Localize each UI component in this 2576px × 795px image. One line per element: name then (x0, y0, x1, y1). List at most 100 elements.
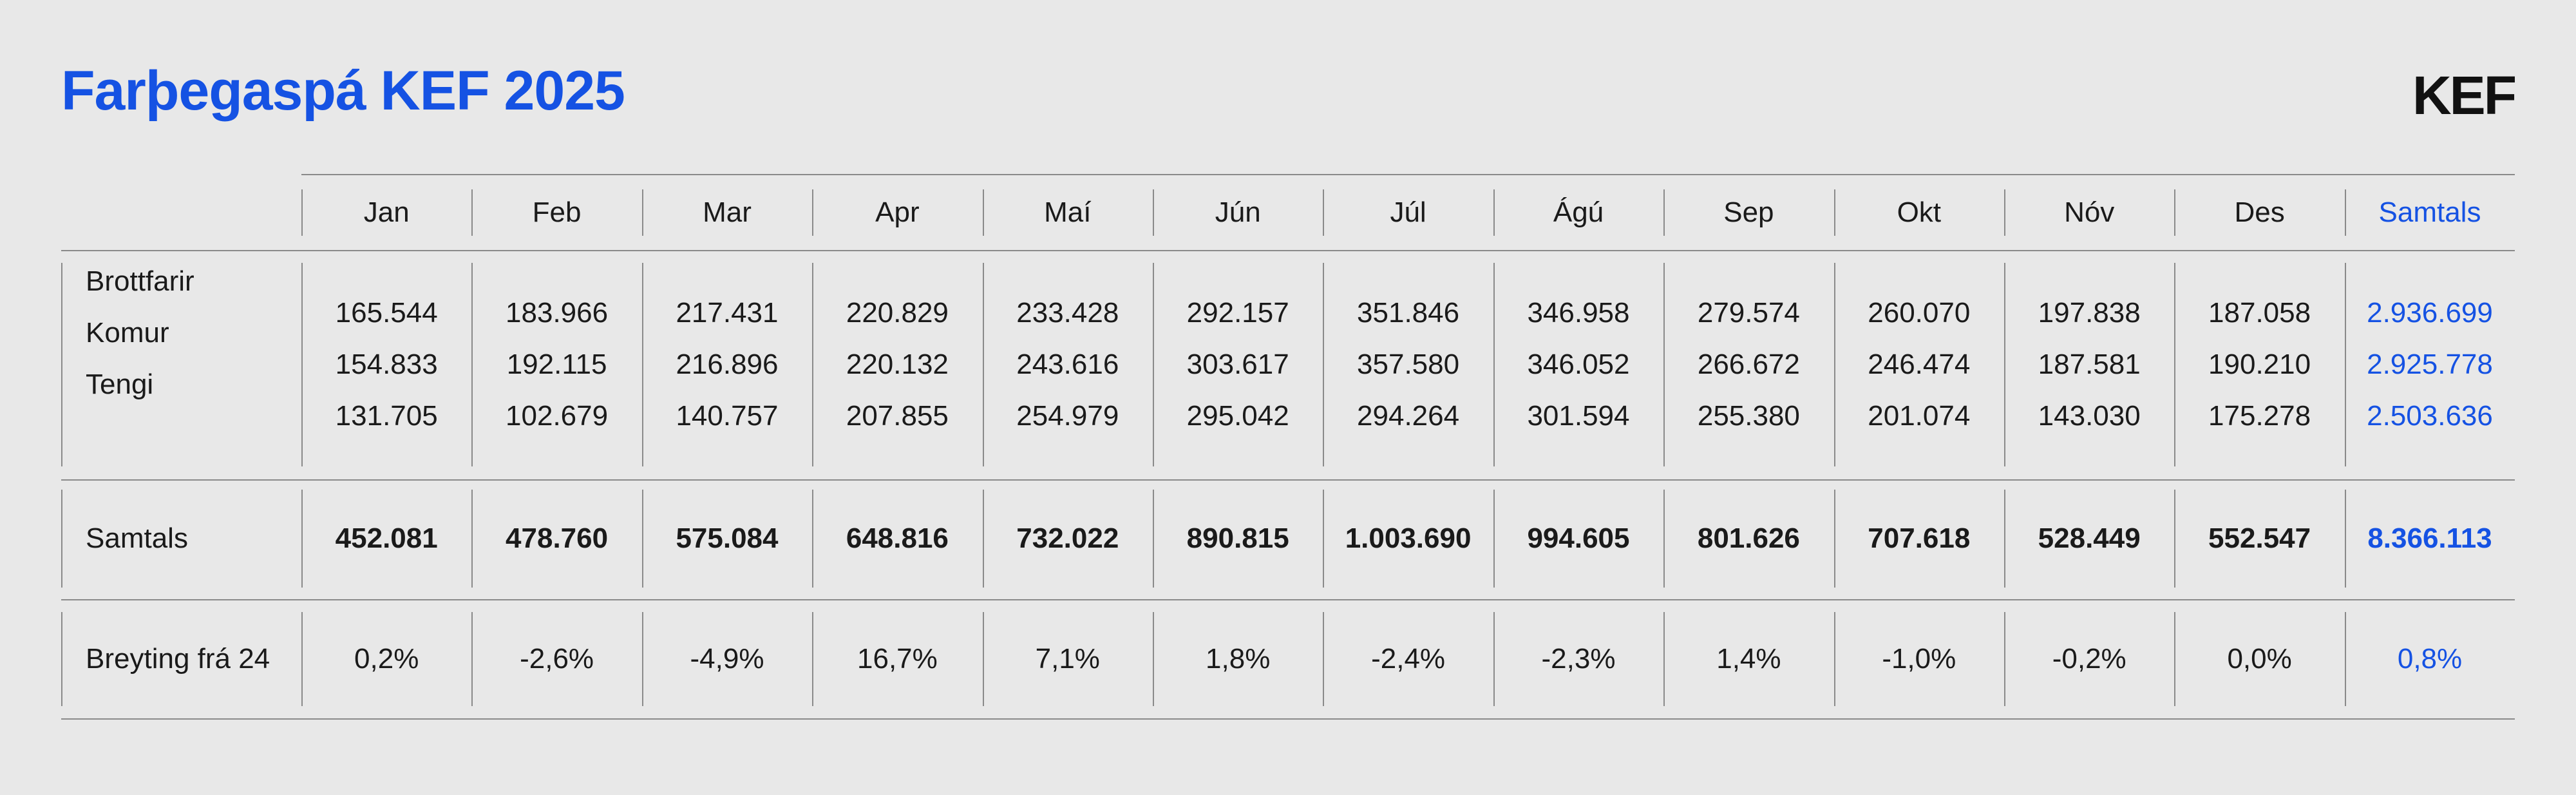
column-separator (2344, 612, 2346, 706)
column-separator (2344, 263, 2346, 466)
samtals-value: 801.626 (1697, 522, 1800, 554)
column-separator (1663, 490, 1665, 588)
column-separator (1323, 490, 1325, 588)
column-separator (1493, 263, 1495, 466)
column-separator (2174, 263, 2176, 466)
month-header: Jan (363, 196, 410, 228)
column-separator (1833, 612, 1835, 706)
column-separator (1323, 612, 1325, 706)
value-cell: 140.757 (676, 400, 779, 432)
value-cell: 279.574 (1697, 297, 1800, 329)
value-cell: 357.580 (1357, 349, 1460, 380)
breyting-value: -2,4% (1371, 643, 1446, 675)
value-cell: 220.132 (846, 349, 949, 380)
month-values: 183.966 192.115 102.679 (471, 263, 641, 466)
month-values: 292.157 303.617 295.042 (1153, 263, 1323, 466)
breyting-value: -1,0% (1882, 643, 1956, 675)
row-labels: Brottfarir Komur Tengi (61, 263, 326, 466)
column-separator (471, 490, 473, 588)
value-cell: 201.074 (1868, 400, 1971, 432)
month-header: Sep (1723, 196, 1774, 228)
column-separator (812, 490, 814, 588)
month-header: Okt (1897, 196, 1942, 228)
month-values: 220.829 220.132 207.855 (812, 263, 982, 466)
column-separator (2004, 612, 2005, 706)
breyting-value: 16,7% (857, 643, 938, 675)
samtals-value: 552.547 (2208, 522, 2311, 554)
value-cell: 254.979 (1016, 400, 1119, 432)
value-cell: 183.966 (506, 297, 609, 329)
samtals-bottom-rule (61, 599, 2515, 600)
month-values: 279.574 266.672 255.380 (1663, 263, 1833, 466)
value-cell: 192.115 (506, 349, 607, 380)
samtals-value: 994.605 (1527, 522, 1630, 554)
header-bottom-rule (61, 250, 2515, 251)
column-separator (2344, 189, 2346, 236)
month-header: Nóv (2064, 196, 2115, 228)
page-title: Farþegaspá KEF 2025 (61, 60, 625, 122)
row-separator (61, 612, 62, 706)
value-cell: 292.157 (1186, 297, 1289, 329)
month-header: Júl (1390, 196, 1426, 228)
column-separator (1493, 490, 1495, 588)
breyting-value: 1,4% (1716, 643, 1781, 675)
value-cell: 303.617 (1186, 349, 1289, 380)
column-separator (471, 612, 473, 706)
column-separator (1663, 612, 1665, 706)
column-separator (301, 612, 303, 706)
column-separator (471, 189, 473, 236)
value-cell: 301.594 (1527, 400, 1630, 432)
value-cell: 266.672 (1697, 349, 1800, 380)
column-separator (641, 263, 643, 466)
month-values: 233.428 243.616 254.979 (983, 263, 1153, 466)
month-header: Apr (875, 196, 920, 228)
value-cell: 255.380 (1697, 400, 1800, 432)
value-cell: 197.838 (2038, 297, 2141, 329)
samtals-value: 528.449 (2038, 522, 2141, 554)
header-top-rule (301, 174, 2515, 175)
column-separator (1153, 189, 1154, 236)
column-separator (1663, 189, 1665, 236)
total-cell: 2.925.778 (2367, 349, 2493, 380)
samtals-value: 478.760 (506, 522, 609, 554)
column-separator (982, 612, 984, 706)
column-separator (641, 612, 643, 706)
value-cell: 233.428 (1016, 297, 1119, 329)
month-values: 187.058 190.210 175.278 (2174, 263, 2344, 466)
column-separator (1833, 189, 1835, 236)
column-separator (1323, 189, 1325, 236)
row-totals: 2.936.699 2.925.778 2.503.636 (2345, 263, 2515, 466)
samtals-value: 648.816 (846, 522, 949, 554)
row-label: Brottfarir (86, 265, 194, 297)
breyting-value: 0,2% (354, 643, 419, 675)
column-separator (982, 189, 984, 236)
column-separator (1833, 263, 1835, 466)
month-values: 197.838 187.581 143.030 (2004, 263, 2174, 466)
breyting-value: -4,9% (690, 643, 764, 675)
kef-logo: KEF (2412, 65, 2517, 126)
value-cell: 187.581 (2038, 349, 2141, 380)
column-separator (2174, 189, 2176, 236)
value-cell: 351.846 (1357, 297, 1460, 329)
value-cell: 346.052 (1527, 349, 1630, 380)
breyting-value: -0,2% (2052, 643, 2126, 675)
month-header: Jún (1215, 196, 1261, 228)
column-separator (301, 189, 303, 236)
total-cell: 2.503.636 (2367, 400, 2493, 432)
samtals-value: 575.084 (676, 522, 779, 554)
value-cell: 295.042 (1186, 400, 1289, 432)
month-header: Des (2234, 196, 2285, 228)
column-separator (1153, 612, 1154, 706)
column-separator (301, 263, 303, 466)
samtals-value: 1.003.690 (1345, 522, 1472, 554)
column-separator (1323, 263, 1325, 466)
month-header: Ágú (1553, 196, 1604, 228)
row-separator (61, 490, 62, 588)
month-values: 351.846 357.580 294.264 (1323, 263, 1493, 466)
column-separator (641, 189, 643, 236)
samtals-value: 707.618 (1868, 522, 1971, 554)
month-values: 217.431 216.896 140.757 (642, 263, 812, 466)
table-bottom-rule (61, 718, 2515, 720)
column-separator (1663, 263, 1665, 466)
column-separator (1153, 490, 1154, 588)
